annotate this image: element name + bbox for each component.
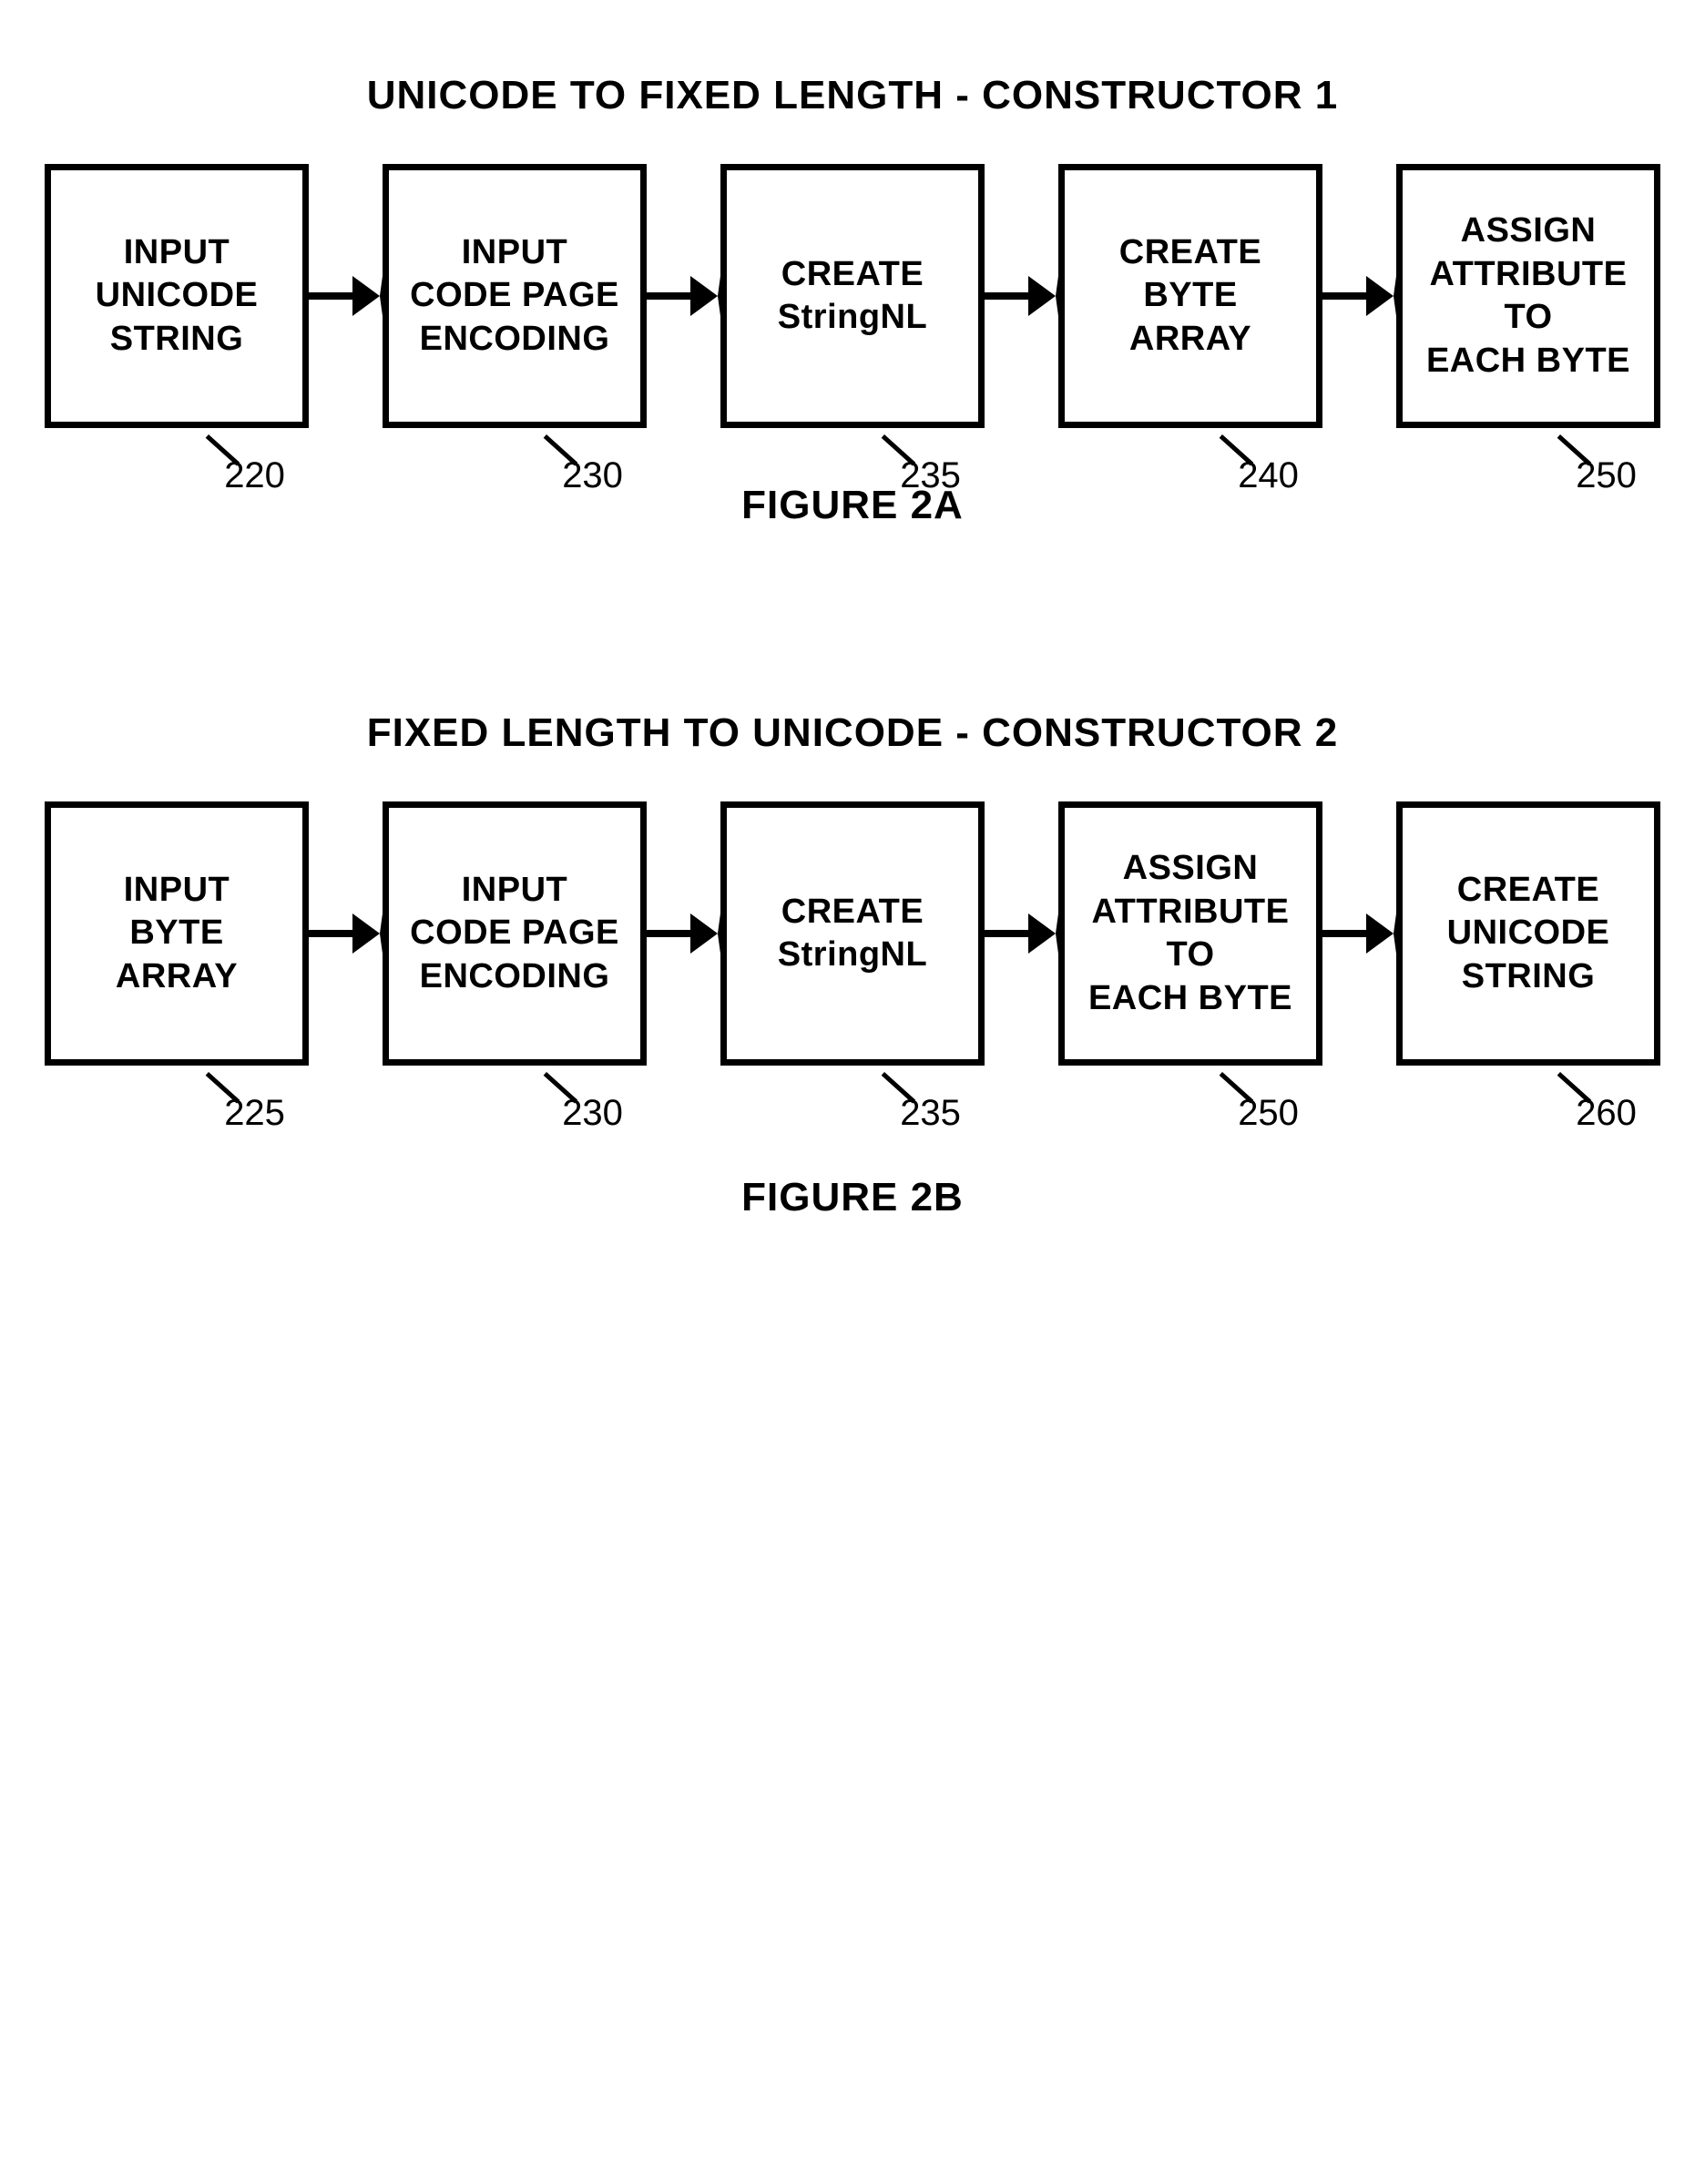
flow-box-line: INPUT bbox=[124, 231, 230, 275]
flow-box-ref: 220 bbox=[224, 455, 285, 496]
flow-box-line: EACH BYTE bbox=[1426, 340, 1630, 383]
flow-box-wrap: CREATEStringNL235 bbox=[720, 801, 985, 1066]
flow-box-line: STRING bbox=[110, 318, 244, 362]
flow-box-ref: 235 bbox=[900, 1093, 961, 1134]
flow-box-line: ARRAY bbox=[1129, 318, 1251, 362]
arrow-line bbox=[1322, 292, 1366, 300]
arrow-head-icon bbox=[690, 913, 720, 954]
flow-box-line: BYTE bbox=[129, 912, 223, 955]
diagram-a-section: UNICODE TO FIXED LENGTH - CONSTRUCTOR 1 … bbox=[55, 73, 1650, 528]
flow-box-line: ASSIGN bbox=[1461, 209, 1597, 253]
flow-arrow bbox=[309, 276, 383, 316]
arrow-head-icon bbox=[352, 276, 383, 316]
flow-box-ref: 235 bbox=[900, 455, 961, 496]
flow-box-line: CREATE bbox=[1119, 231, 1261, 275]
flow-box-ref: 250 bbox=[1238, 1093, 1299, 1134]
flow-arrow bbox=[647, 913, 720, 954]
arrow-head-icon bbox=[1028, 276, 1058, 316]
flow-box-line: StringNL bbox=[778, 934, 927, 977]
flow-box-ref: 225 bbox=[224, 1093, 285, 1134]
flow-box-line: CREATE bbox=[781, 891, 924, 934]
flow-box-wrap: INPUTCODE PAGEENCODING230 bbox=[383, 164, 647, 428]
diagram-b-title: FIXED LENGTH TO UNICODE - CONSTRUCTOR 2 bbox=[55, 710, 1650, 756]
flow-box-wrap: ASSIGNATTRIBUTETOEACH BYTE250 bbox=[1396, 164, 1660, 428]
arrow-line bbox=[1322, 930, 1366, 937]
diagram-a-title: UNICODE TO FIXED LENGTH - CONSTRUCTOR 1 bbox=[55, 73, 1650, 118]
flow-box-line: INPUT bbox=[462, 231, 568, 275]
arrow-line bbox=[985, 930, 1028, 937]
diagram-b-caption: FIGURE 2B bbox=[55, 1175, 1650, 1220]
arrow-head-icon bbox=[1366, 913, 1396, 954]
flow-box-line: CREATE bbox=[1457, 869, 1599, 913]
flow-box: ASSIGNATTRIBUTETOEACH BYTE bbox=[1058, 801, 1322, 1066]
flow-box-wrap: CREATEUNICODESTRING260 bbox=[1396, 801, 1660, 1066]
flow-box-line: StringNL bbox=[778, 296, 927, 340]
flow-box: INPUTUNICODESTRING bbox=[45, 164, 309, 428]
diagram-a-flow: INPUTUNICODESTRING220INPUTCODE PAGEENCOD… bbox=[55, 164, 1650, 428]
flow-box-line: ASSIGN bbox=[1123, 847, 1259, 891]
flow-box-ref: 250 bbox=[1576, 455, 1637, 496]
flow-arrow bbox=[985, 913, 1058, 954]
flow-box-line: ENCODING bbox=[420, 955, 610, 999]
flow-box-line: TO bbox=[1504, 296, 1552, 340]
arrow-line bbox=[309, 292, 352, 300]
arrow-line bbox=[647, 930, 690, 937]
flow-box-wrap: INPUTBYTEARRAY225 bbox=[45, 801, 309, 1066]
flow-box-wrap: INPUTCODE PAGEENCODING230 bbox=[383, 801, 647, 1066]
arrow-head-icon bbox=[352, 913, 383, 954]
arrow-line bbox=[985, 292, 1028, 300]
flow-box: CREATEUNICODESTRING bbox=[1396, 801, 1660, 1066]
flow-box-line: CODE PAGE bbox=[410, 912, 619, 955]
flow-box-ref: 230 bbox=[562, 455, 623, 496]
flow-box: INPUTBYTEARRAY bbox=[45, 801, 309, 1066]
flow-box: INPUTCODE PAGEENCODING bbox=[383, 164, 647, 428]
diagram-b-flow: INPUTBYTEARRAY225INPUTCODE PAGEENCODING2… bbox=[55, 801, 1650, 1066]
arrow-line bbox=[309, 930, 352, 937]
arrow-head-icon bbox=[1366, 276, 1396, 316]
flow-box-ref: 240 bbox=[1238, 455, 1299, 496]
arrow-line bbox=[647, 292, 690, 300]
diagram-b-section: FIXED LENGTH TO UNICODE - CONSTRUCTOR 2 … bbox=[55, 710, 1650, 1220]
flow-arrow bbox=[309, 913, 383, 954]
flow-box: ASSIGNATTRIBUTETOEACH BYTE bbox=[1396, 164, 1660, 428]
flow-box-line: UNICODE bbox=[1447, 912, 1610, 955]
flow-arrow bbox=[985, 276, 1058, 316]
flow-box-ref: 260 bbox=[1576, 1093, 1637, 1134]
flow-box-line: STRING bbox=[1462, 955, 1596, 999]
diagram-a-caption: FIGURE 2A bbox=[55, 483, 1650, 528]
flow-box: CREATEStringNL bbox=[720, 164, 985, 428]
flow-arrow bbox=[1322, 913, 1396, 954]
flow-box-wrap: ASSIGNATTRIBUTETOEACH BYTE250 bbox=[1058, 801, 1322, 1066]
flow-box-line: BYTE bbox=[1143, 274, 1237, 318]
flow-box-line: CODE PAGE bbox=[410, 274, 619, 318]
flow-box-line: UNICODE bbox=[96, 274, 259, 318]
page-root: UNICODE TO FIXED LENGTH - CONSTRUCTOR 1 … bbox=[0, 0, 1705, 2184]
arrow-head-icon bbox=[690, 276, 720, 316]
flow-box: CREATEBYTEARRAY bbox=[1058, 164, 1322, 428]
flow-box-ref: 230 bbox=[562, 1093, 623, 1134]
flow-arrow bbox=[647, 276, 720, 316]
flow-box-line: ENCODING bbox=[420, 318, 610, 362]
flow-box-line: ARRAY bbox=[116, 955, 238, 999]
flow-box: INPUTCODE PAGEENCODING bbox=[383, 801, 647, 1066]
arrow-head-icon bbox=[1028, 913, 1058, 954]
flow-box-wrap: CREATEStringNL235 bbox=[720, 164, 985, 428]
flow-box-line: CREATE bbox=[781, 253, 924, 297]
flow-box-line: TO bbox=[1166, 934, 1214, 977]
flow-arrow bbox=[1322, 276, 1396, 316]
flow-box-line: INPUT bbox=[124, 869, 230, 913]
flow-box-wrap: INPUTUNICODESTRING220 bbox=[45, 164, 309, 428]
flow-box-line: ATTRIBUTE bbox=[1430, 253, 1628, 297]
flow-box-line: EACH BYTE bbox=[1088, 977, 1292, 1021]
flow-box-line: ATTRIBUTE bbox=[1092, 891, 1290, 934]
flow-box: CREATEStringNL bbox=[720, 801, 985, 1066]
flow-box-wrap: CREATEBYTEARRAY240 bbox=[1058, 164, 1322, 428]
flow-box-line: INPUT bbox=[462, 869, 568, 913]
